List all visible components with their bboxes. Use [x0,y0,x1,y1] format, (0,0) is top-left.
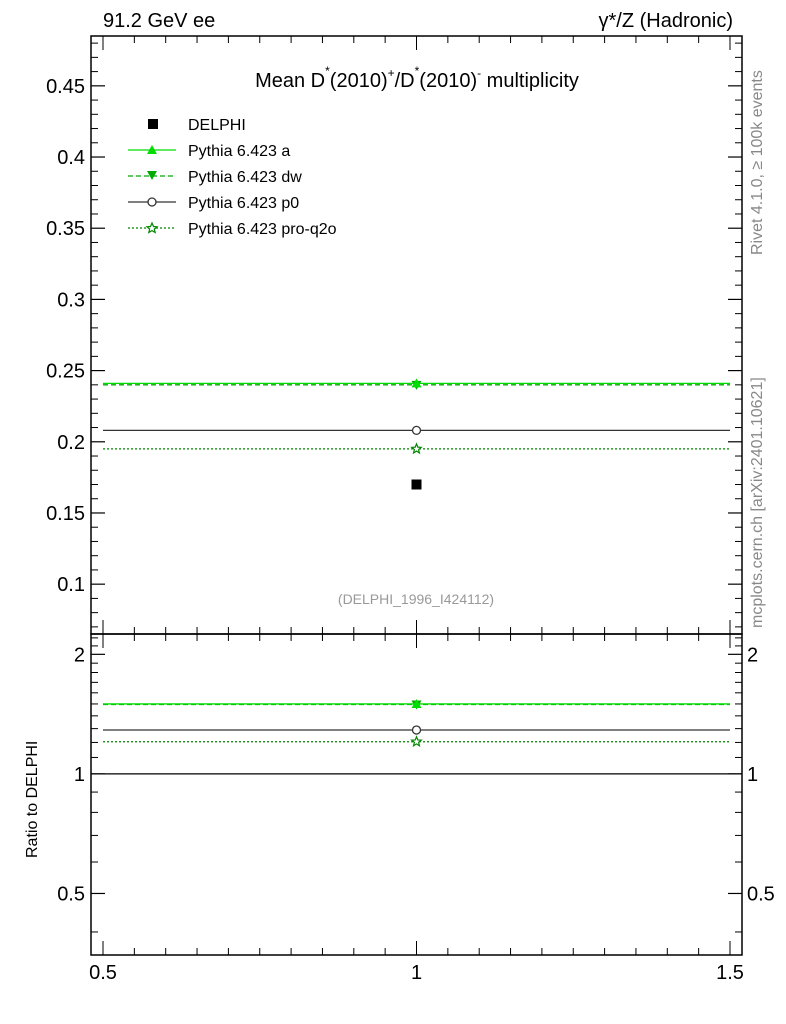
mcplots-credit-label: mcplots.cern.ch [arXiv:2401.10621] [749,377,766,628]
legend-item-pythia-p0: Pythia 6.423 p0 [128,195,299,212]
ratio-y-tick-label-right: 0.5 [747,883,775,905]
ratio-point-a [411,698,422,708]
title-sup-2: + [388,66,395,80]
title-sup-4: - [477,66,481,80]
main-y-tick-label: 0.35 [46,218,85,240]
legend-marker-pythia-a [147,145,157,154]
legend-label-pythia-pro-q2o: Pythia 6.423 pro-q2o [188,221,337,238]
main-y-tick-label: 0.2 [57,432,85,454]
ratio-plot-frame [90,633,743,956]
header-process: γ*/Z (Hadronic) [599,10,733,32]
ratio-series-layer [91,698,742,775]
x-tick-label: 1 [411,962,422,984]
legend-item-pythia-dw: Pythia 6.423 dw [128,169,302,186]
title-sup-3: * [415,64,420,78]
header-energy: 91.2 GeV ee [103,10,215,32]
title-suffix: multiplicity [481,70,579,92]
rivet-version-label: Rivet 4.1.0, ≥ 100k events [749,70,766,255]
analysis-tag: (DELPHI_1996_I424112) [338,591,494,607]
title-mid-1: (2010) [330,70,388,92]
main-y-tick-label: 0.15 [46,503,85,525]
ratio-y-tick-label-right: 1 [747,764,758,786]
ratio-y-axis: 0.5 0.5 1 1 2 2 [57,637,775,933]
data-point-a [411,378,422,388]
main-y-tick-label: 0.4 [57,147,85,169]
main-series-layer [103,378,730,490]
ratio-point-p0 [411,725,422,735]
x-tick-label: 0.5 [89,962,117,984]
main-y-axis: 0.1 0.15 0.2 0.25 0.3 0.35 0.4 0.45 [46,42,742,628]
ratio-y-tick-label: 2 [74,644,85,666]
legend: DELPHI Pythia 6.423 a Pythia 6.423 dw Py… [128,117,337,238]
data-point-proq2o [410,442,423,455]
legend-label-pythia-a: Pythia 6.423 a [188,143,290,160]
title-sup-1: * [325,64,330,78]
data-point-p0 [411,425,422,436]
title-mid-2: /D [395,70,415,92]
data-point-data [411,479,422,490]
main-y-tick-label: 0.45 [46,76,85,98]
ratio-y-axis-label: Ratio to DELPHI [24,741,41,858]
chart-title: Mean D*(2010)+/D*(2010)- multiplicity [255,64,579,92]
x-tick-label: 1.5 [716,962,744,984]
ratio-y-tick-label-right: 2 [747,644,758,666]
main-y-tick-label: 0.3 [57,289,85,311]
legend-marker-delphi [148,119,158,129]
legend-marker-pythia-p0 [147,197,157,207]
legend-label-pythia-dw: Pythia 6.423 dw [188,169,302,186]
x-axis: 0.5 1 1.5 [89,36,744,984]
legend-marker-pythia-pro-q2o [145,221,159,234]
ratio-point-proq2o [410,735,423,748]
title-prefix: Mean D [255,70,325,92]
legend-label-delphi: DELPHI [188,117,246,134]
ratio-y-tick-label: 0.5 [57,883,85,905]
title-mid-3: (2010) [419,70,477,92]
main-y-tick-label: 0.25 [46,361,85,383]
legend-label-pythia-p0: Pythia 6.423 p0 [188,195,299,212]
legend-item-pythia-pro-q2o: Pythia 6.423 pro-q2o [128,221,337,238]
legend-marker-pythia-dw [147,171,157,180]
legend-item-delphi: DELPHI [148,117,246,134]
main-y-tick-label: 0.1 [57,574,85,596]
ratio-y-tick-label: 1 [74,764,85,786]
legend-item-pythia-a: Pythia 6.423 a [128,143,290,160]
